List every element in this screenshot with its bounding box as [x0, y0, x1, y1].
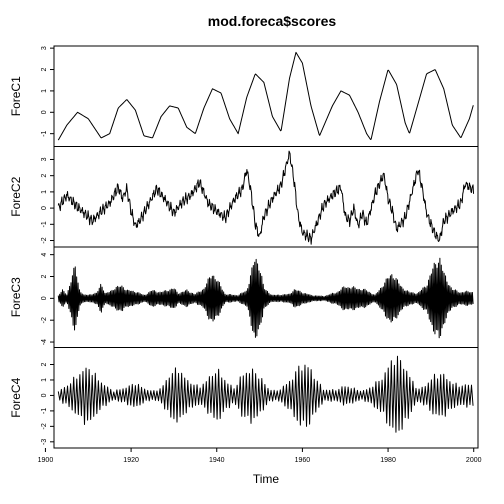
- y-tick-label: -4: [41, 339, 48, 345]
- x-tick-label: 1920: [123, 457, 139, 464]
- y-tick-label: -3: [41, 439, 48, 445]
- y-tick-label: 0: [41, 110, 48, 114]
- panel-frame: [53, 146, 479, 248]
- panel-4: -3 -2 -1 0 1 2 ForeC4: [9, 347, 479, 449]
- y-tick-label: -2: [41, 423, 48, 429]
- x-tick-label: 1900: [38, 457, 54, 464]
- y-tick-label: 4: [41, 253, 48, 257]
- series-line-ForeC3: [57, 257, 474, 339]
- y-tick-label: -1: [41, 130, 48, 136]
- y-tick-label: 0: [41, 393, 48, 397]
- y-tick-label: -1: [41, 221, 48, 227]
- y-tick-label: 1: [41, 190, 48, 194]
- series-line-ForeC4: [57, 355, 474, 433]
- y-tick-label: -2: [41, 317, 48, 323]
- y-tick-label: -2: [41, 237, 48, 243]
- y-tick-label: 2: [41, 174, 48, 178]
- y-tick-label: 0: [41, 206, 48, 210]
- x-tick-label: 1940: [209, 457, 225, 464]
- y-tick-label: 1: [41, 89, 48, 93]
- x-tick-label: 2000: [466, 457, 482, 464]
- chart-title: mod.foreca$scores: [208, 13, 337, 29]
- y-tick-label: 2: [41, 362, 48, 366]
- y-axis-label: ForeC3: [9, 277, 23, 317]
- y-tick-label: 1: [41, 378, 48, 382]
- x-tick-label: 1960: [295, 457, 311, 464]
- series-line-ForeC1: [57, 51, 474, 141]
- y-axis-label: ForeC4: [9, 377, 23, 417]
- y-tick-label: 3: [41, 46, 48, 50]
- panel-frame: [53, 347, 479, 449]
- panel-3: -4 -2 0 2 4 ForeC3: [9, 246, 479, 348]
- y-tick-label: 2: [41, 67, 48, 71]
- series-line-ForeC2: [57, 150, 475, 245]
- y-tick-label: -1: [41, 408, 48, 414]
- y-tick-label: 0: [41, 296, 48, 300]
- panel-frame: [53, 45, 479, 147]
- y-axis-label: ForeC1: [9, 76, 23, 116]
- x-axis-label: Time: [253, 472, 280, 486]
- panel-2: -2 -1 0 1 2 3 ForeC2: [9, 146, 479, 248]
- x-tick-label: 1980: [380, 457, 396, 464]
- panel-1: -1 0 1 2 3 ForeC1: [9, 45, 479, 147]
- y-axis-label: ForeC2: [9, 176, 23, 216]
- y-tick-label: 2: [41, 274, 48, 278]
- x-axis: 1900 1920 1940 1960 1980 2000: [38, 448, 482, 464]
- panels: -10123ForeC1-2-10123ForeC2-4-2024ForeC3-…: [9, 45, 479, 449]
- y-tick-label: 3: [41, 157, 48, 161]
